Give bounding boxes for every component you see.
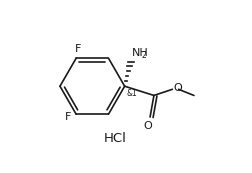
Text: NH: NH xyxy=(131,48,148,58)
Text: O: O xyxy=(143,121,151,131)
Text: F: F xyxy=(75,44,81,54)
Text: O: O xyxy=(172,83,181,93)
Text: HCl: HCl xyxy=(104,132,126,145)
Text: F: F xyxy=(65,112,71,122)
Text: 2: 2 xyxy=(141,51,146,60)
Text: &1: &1 xyxy=(126,89,136,98)
